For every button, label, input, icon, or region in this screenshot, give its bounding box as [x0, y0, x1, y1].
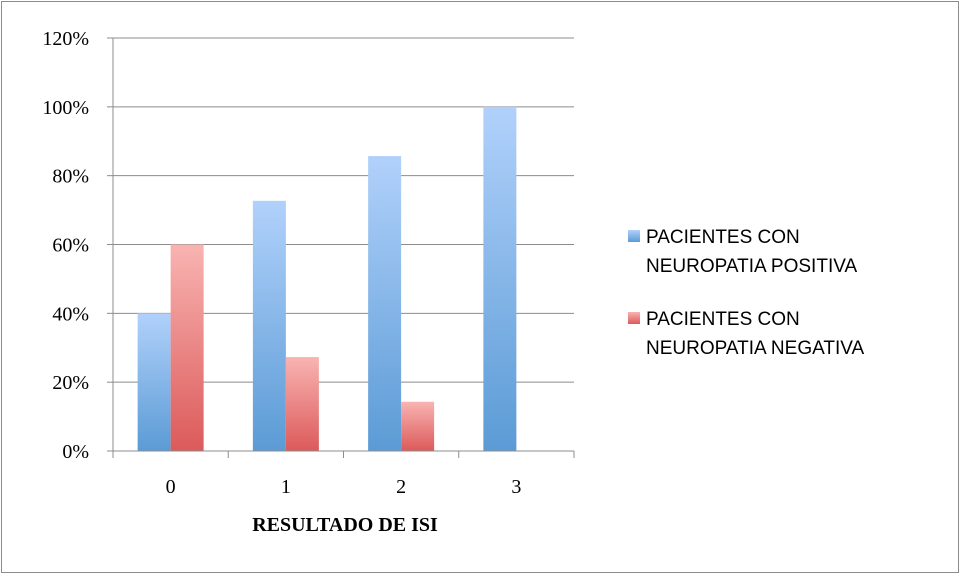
- legend-positive-line1: PACIENTES CON: [646, 227, 800, 248]
- y-tick-label: 80%: [52, 166, 89, 188]
- bar-negative-0: [170, 244, 204, 451]
- bars: [137, 106, 517, 451]
- legend-negative-line2: NEUROPATIA NEGATIVA: [646, 338, 865, 359]
- y-tick-label: 0%: [62, 441, 89, 463]
- x-tick-label: 1: [281, 476, 291, 498]
- legend-swatch-negative: [628, 312, 640, 324]
- y-tick-labels: 0% 20% 40% 60% 80% 100% 120%: [42, 28, 89, 463]
- bar-positive-3: [483, 106, 517, 451]
- legend: PACIENTES CON NEUROPATIA POSITIVA PACIEN…: [628, 227, 865, 359]
- legend-item-negative: PACIENTES CON NEUROPATIA NEGATIVA: [628, 309, 865, 359]
- bar-positive-1: [252, 200, 286, 451]
- legend-swatch-positive: [628, 230, 640, 242]
- x-axis-title: RESULTADO DE ISI: [252, 514, 438, 536]
- legend-negative-line1: PACIENTES CON: [646, 309, 800, 330]
- y-tick-label: 60%: [52, 235, 89, 257]
- x-tick-label: 3: [511, 476, 521, 498]
- bar-negative-2: [401, 401, 435, 451]
- bar-positive-0: [137, 313, 171, 451]
- bar-negative-1: [285, 357, 319, 451]
- y-tick-label: 120%: [42, 28, 89, 50]
- legend-item-positive: PACIENTES CON NEUROPATIA POSITIVA: [628, 227, 857, 277]
- axes: [107, 37, 575, 458]
- y-tick-label: 100%: [42, 97, 89, 119]
- svg-text:PACIENTES CON NEUROPAT: PACIENTES CON NEUROPATIA POSITIVA: [646, 227, 857, 277]
- y-tick-label: 20%: [52, 372, 89, 394]
- svg-text:PACIENTES CON NEUROPAT: PACIENTES CON NEUROPATIA NEGATIVA: [646, 309, 865, 359]
- x-tick-labels: 0 1 2 3: [166, 476, 522, 498]
- x-tick-label: 2: [396, 476, 406, 498]
- y-tick-label: 40%: [52, 303, 89, 325]
- legend-positive-line2: NEUROPATIA POSITIVA: [646, 256, 857, 277]
- bar-positive-2: [368, 156, 402, 451]
- x-tick-label: 0: [166, 476, 176, 498]
